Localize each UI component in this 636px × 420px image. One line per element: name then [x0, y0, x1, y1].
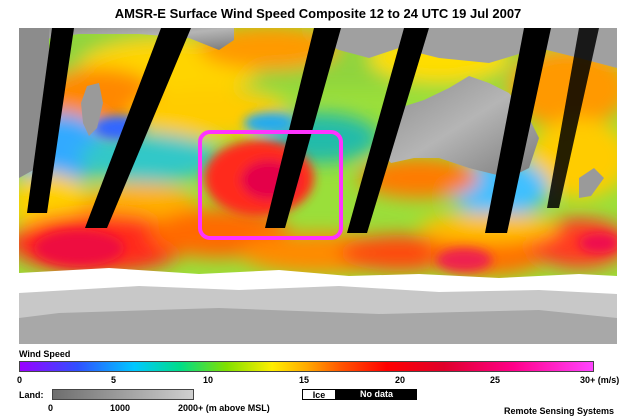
land-tick-2000: 2000+ (m above MSL): [178, 403, 270, 413]
land-label: Land:: [19, 390, 44, 400]
wind-tick-10: 10: [203, 375, 214, 385]
wind-tick-20: 20: [395, 375, 406, 385]
wind-tick-5: 5: [111, 375, 117, 385]
land-elevation-colorbar: [52, 389, 194, 400]
wind-tick-15: 15: [299, 375, 310, 385]
wind-tick-25: 25: [490, 375, 501, 385]
land-tick-0: 0: [48, 403, 54, 413]
wind-speed-label: Wind Speed: [19, 349, 71, 359]
land-tick-1000: 1000: [110, 403, 131, 413]
credit-text: Remote Sensing Systems: [503, 406, 614, 416]
wind-tick-0: 0: [17, 375, 23, 385]
map-title: AMSR-E Surface Wind Speed Composite 12 t…: [114, 6, 522, 21]
wind-speed-colorbar: [19, 361, 594, 372]
no-data-legend-box: No data: [336, 389, 417, 400]
wind-speed-map: [19, 28, 617, 344]
ice-legend-box: Ice: [302, 389, 336, 400]
highlight-box: [198, 130, 343, 240]
wind-tick-30: 30+ (m/s): [580, 375, 620, 385]
